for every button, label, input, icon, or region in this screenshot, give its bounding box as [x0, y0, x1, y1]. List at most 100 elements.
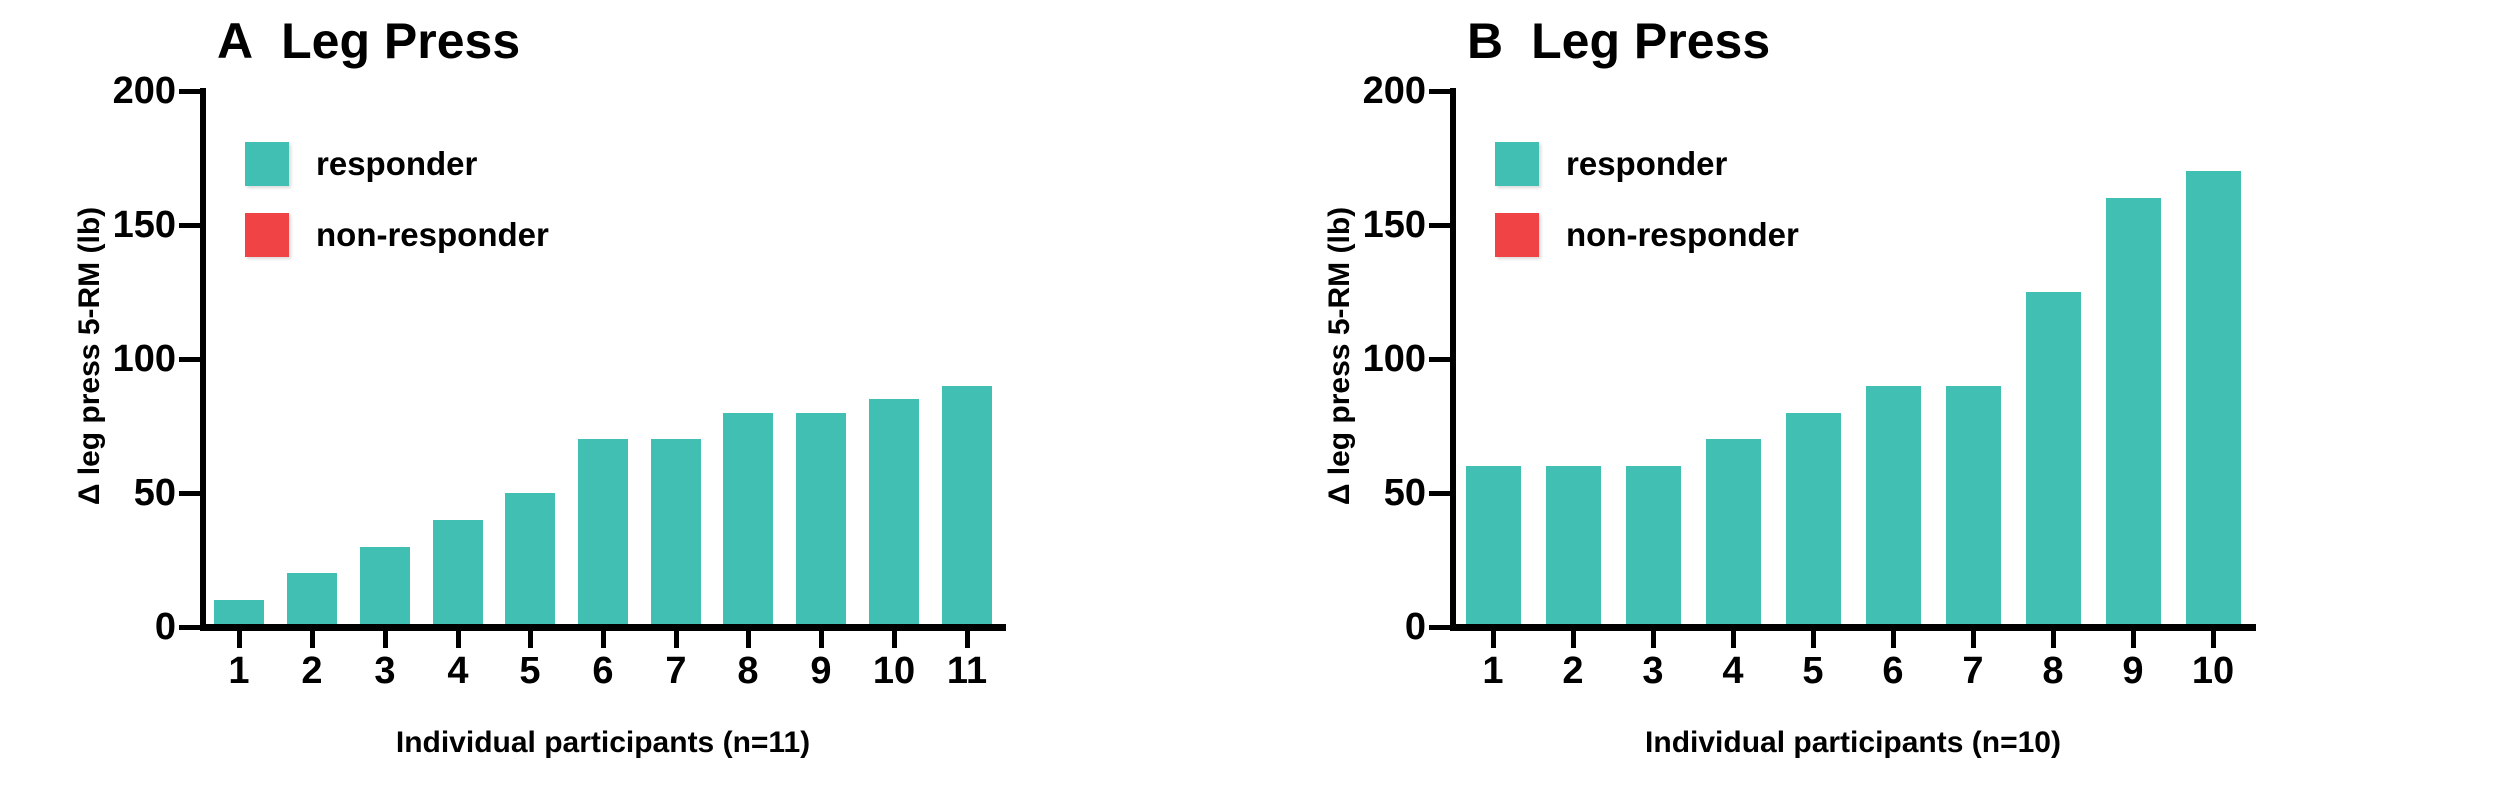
y-tick-label: 50 — [133, 472, 176, 514]
non-responder-swatch — [245, 213, 289, 257]
x-tick-label: 3 — [1642, 650, 1664, 692]
y-tick-label: 150 — [1362, 204, 1426, 246]
bar-participant-1 — [214, 600, 264, 624]
x-tick-label: 4 — [447, 650, 469, 692]
x-tick-label: 9 — [2122, 650, 2144, 692]
x-axis-line — [200, 624, 1006, 631]
x-tick — [2051, 631, 2056, 648]
y-tick-label: 100 — [112, 338, 176, 380]
bar-participant-5 — [1786, 413, 1841, 624]
x-axis-title: Individual participants (n=10) — [1645, 726, 2061, 759]
y-tick-label: 0 — [1404, 606, 1426, 648]
bar-participant-2 — [1546, 466, 1601, 624]
x-tick-label: 7 — [1962, 650, 1984, 692]
y-tick — [179, 625, 200, 630]
bar-participant-8 — [2026, 292, 2081, 624]
y-axis-line — [200, 88, 206, 631]
x-tick — [746, 631, 751, 648]
x-tick — [892, 631, 897, 648]
x-tick — [1571, 631, 1576, 648]
chart-panel-b: B Leg Press Δ leg press 5-RM (lb) respond… — [1250, 0, 2505, 793]
x-tick-label: 4 — [1722, 650, 1744, 692]
legend-item-non-responder: non-responder — [245, 213, 549, 257]
x-tick-label: 11 — [946, 650, 988, 692]
bar-participant-9 — [796, 413, 846, 624]
bar-participant-7 — [1946, 386, 2001, 624]
y-tick — [1429, 357, 1450, 362]
y-tick — [1429, 625, 1450, 630]
y-tick-label: 150 — [112, 204, 176, 246]
bar-participant-6 — [578, 439, 628, 624]
x-tick — [1891, 631, 1896, 648]
plot-area: 0 50 100 150 200 1 2 3 4 5 6 7 8 9 10 11 — [112, 70, 1006, 692]
x-tick — [1491, 631, 1496, 648]
bar-participant-10 — [2186, 171, 2241, 624]
x-tick-label: 1 — [228, 650, 250, 692]
x-tick — [1811, 631, 1816, 648]
x-tick-label: 2 — [301, 650, 323, 692]
legend-item-non-responder: non-responder — [1495, 213, 1799, 257]
legend: responder non-responder — [1495, 142, 1799, 284]
legend-item-responder: responder — [1495, 142, 1799, 186]
x-tick — [601, 631, 606, 648]
x-tick — [1731, 631, 1736, 648]
x-tick — [965, 631, 970, 648]
panel-letter: B — [1467, 13, 1504, 69]
x-tick — [2211, 631, 2216, 648]
responder-swatch — [1495, 142, 1539, 186]
bar-participant-10 — [869, 399, 919, 624]
x-tick-label: 10 — [872, 650, 916, 692]
legend-label-non-responder: non-responder — [316, 216, 549, 253]
x-tick — [456, 631, 461, 648]
x-tick — [310, 631, 315, 648]
bar-participant-6 — [1866, 386, 1921, 624]
x-tick — [1651, 631, 1656, 648]
x-tick-label: 6 — [1882, 650, 1904, 692]
x-tick-label: 3 — [374, 650, 396, 692]
bar-participant-7 — [651, 439, 701, 624]
legend-label-responder: responder — [1566, 145, 1728, 182]
x-tick-label: 7 — [665, 650, 687, 692]
x-tick-label: 5 — [1802, 650, 1824, 692]
non-responder-swatch — [1495, 213, 1539, 257]
x-tick-label: 8 — [2042, 650, 2064, 692]
x-tick-label: 6 — [592, 650, 614, 692]
x-tick-label: 2 — [1562, 650, 1584, 692]
x-tick-label: 1 — [1482, 650, 1504, 692]
x-axis-line — [1450, 624, 2256, 631]
y-tick — [179, 491, 200, 496]
legend-item-responder: responder — [245, 142, 549, 186]
plot-area: 0 50 100 150 200 1 2 3 4 5 6 7 8 9 10 — [1250, 0, 2505, 793]
x-tick — [1971, 631, 1976, 648]
bar-participant-5 — [505, 493, 555, 624]
y-tick — [179, 223, 200, 228]
bar-participant-9 — [2106, 198, 2161, 624]
y-tick — [179, 89, 200, 94]
panel-letter: A — [217, 13, 254, 69]
x-tick-label: 8 — [737, 650, 759, 692]
x-axis-title: Individual participants (n=11) — [395, 726, 811, 759]
x-tick — [383, 631, 388, 648]
chart-title: B Leg Press — [1467, 12, 1770, 70]
y-tick-label: 200 — [1362, 70, 1426, 112]
chart-title-text: Leg Press — [281, 13, 521, 69]
x-tick — [819, 631, 824, 648]
bar-participant-2 — [287, 573, 337, 624]
bar-participant-4 — [433, 520, 483, 624]
bar-participant-11 — [942, 386, 992, 624]
x-tick-label: 9 — [810, 650, 832, 692]
x-tick — [237, 631, 242, 648]
y-tick-label: 200 — [112, 70, 176, 112]
x-tick — [528, 631, 533, 648]
bar-participant-3 — [1626, 466, 1681, 624]
y-tick-label: 50 — [1383, 472, 1426, 514]
legend-label-non-responder: non-responder — [1566, 216, 1799, 253]
bar-participant-4 — [1706, 439, 1761, 624]
x-tick — [2131, 631, 2136, 648]
x-tick-label: 10 — [2191, 650, 2235, 692]
legend-label-responder: responder — [316, 145, 478, 182]
legend: responder non-responder — [245, 142, 549, 284]
chart-title: A Leg Press — [217, 12, 520, 70]
responder-swatch — [245, 142, 289, 186]
